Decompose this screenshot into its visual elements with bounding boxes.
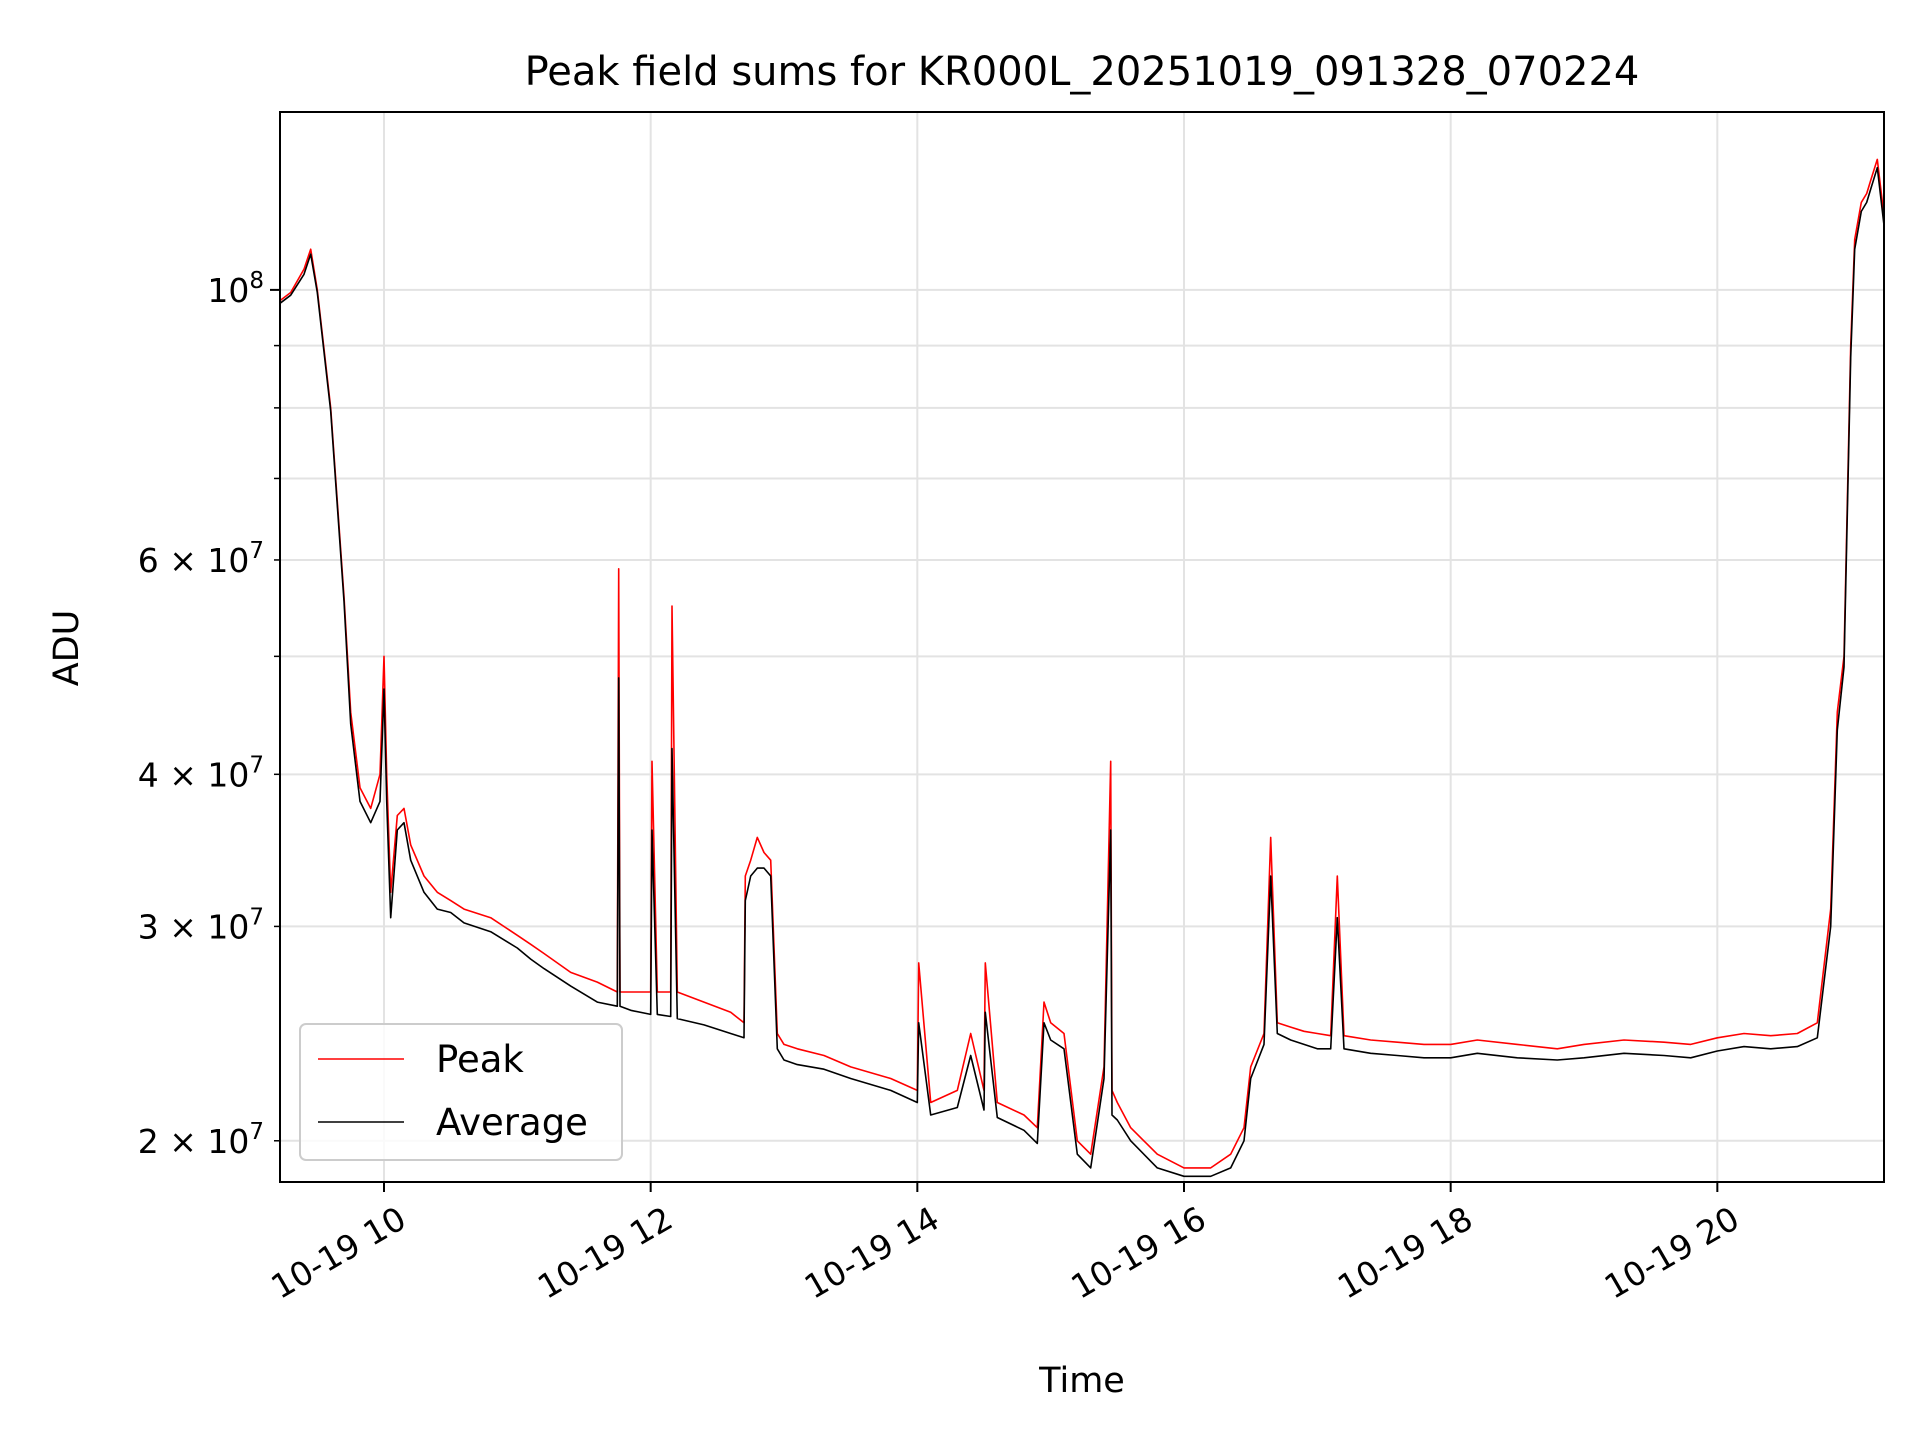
y-tick-label: 4 × 107 (138, 752, 264, 794)
y-tick-label: 6 × 107 (138, 538, 264, 580)
plot-area-frame (279, 111, 1885, 1183)
legend-average-label: Average (436, 1101, 588, 1144)
y-tick-label: 2 × 107 (138, 1119, 264, 1161)
y-tick-label: 108 (207, 268, 264, 310)
y-axis-label: ADU (47, 610, 87, 687)
legend-box (299, 1023, 623, 1161)
legend: Peak Average (299, 1023, 623, 1161)
y-tick-label: 3 × 107 (138, 904, 264, 946)
chart-title: Peak field sums for KR000L_20251019_0913… (525, 49, 1640, 95)
legend-peak-label: Peak (436, 1038, 524, 1081)
average-series-line (280, 166, 1884, 1178)
grid (280, 112, 1884, 1182)
peak-series-line (280, 158, 1884, 1169)
x-axis-label: Time (1038, 1361, 1125, 1401)
series-layer (280, 158, 1884, 1178)
